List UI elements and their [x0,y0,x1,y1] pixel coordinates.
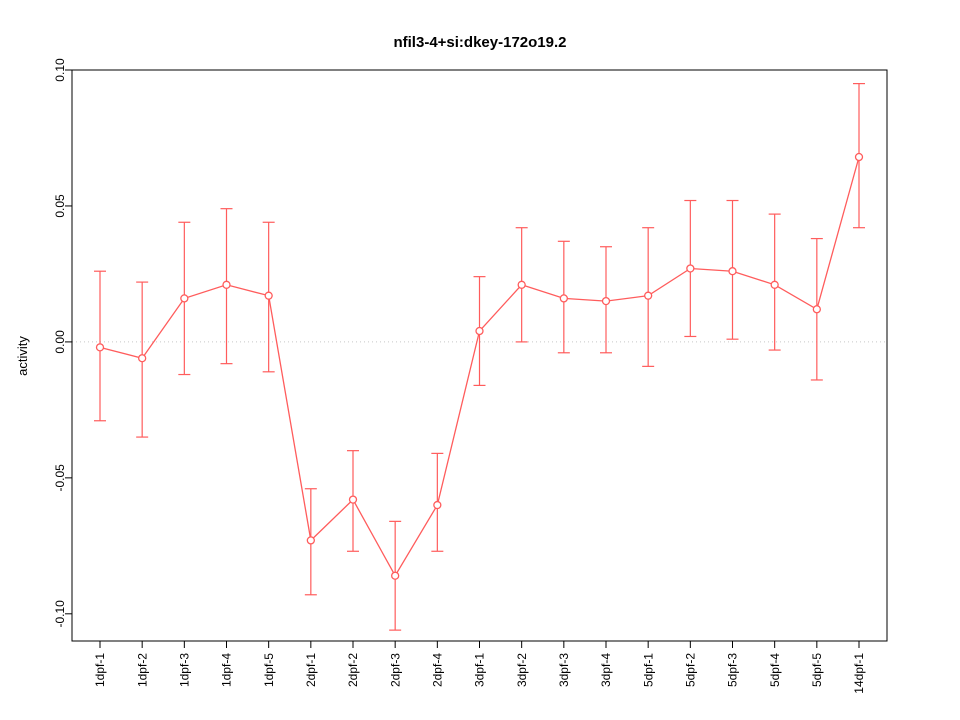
y-tick-label: 0.00 [53,330,67,354]
x-tick-label: 5dpf-3 [726,653,740,687]
data-point [728,267,737,276]
x-tick-label: 5dpf-2 [684,653,698,687]
x-tick-label: 5dpf-1 [641,653,655,687]
y-tick-label: 0.10 [53,58,67,82]
data-point [475,326,484,336]
data-point [138,354,147,363]
data-point [95,343,105,352]
data-point [433,500,442,510]
data-point [644,291,653,300]
data-point [264,291,273,300]
x-tick-label: 1dpf-4 [220,653,234,687]
data-point [391,571,400,580]
data-point [686,264,695,273]
data-point [348,495,358,504]
data-point [517,280,526,289]
data-point [222,280,231,289]
x-tick-label: 3dpf-4 [599,653,613,687]
y-tick-label: 0.05 [53,194,67,218]
x-tick-label: 2dpf-3 [388,653,402,687]
x-tick-label: 5dpf-4 [768,653,782,687]
x-tick-label: 1dpf-2 [135,653,149,687]
x-tick-label: 2dpf-4 [431,653,445,687]
y-tick-label: -0.10 [53,600,67,628]
x-tick-label: 1dpf-3 [178,653,192,687]
data-point [812,305,821,314]
x-tick-label: 1dpf-5 [262,653,276,687]
x-tick-label: 3dpf-2 [515,653,529,687]
plot-content: -0.10 -0.05 0.00 0.05 0.10 1dpf-1 1dpf-2 1dpf-3… [53,58,888,694]
x-tick-label: 3dpf-3 [557,653,571,687]
data-point [601,296,611,306]
data-point [306,536,315,545]
data-point [559,294,568,303]
x-tick-label: 2dpf-2 [346,653,360,687]
y-axis-label: activity [15,336,30,376]
x-tick-label: 3dpf-1 [473,653,487,687]
x-tick-label: 5dpf-5 [810,653,824,687]
x-tick-label: 1dpf-1 [93,653,107,687]
data-point [180,294,189,303]
chart-title: nfil3-4+si:dkey-172o19.2 [393,34,566,51]
data-point [770,280,779,289]
x-tick-label: 14dpf-1 [852,653,866,694]
x-tick-label: 2dpf-1 [304,653,318,687]
data-point [854,152,864,162]
y-tick-label: -0.05 [53,464,67,492]
